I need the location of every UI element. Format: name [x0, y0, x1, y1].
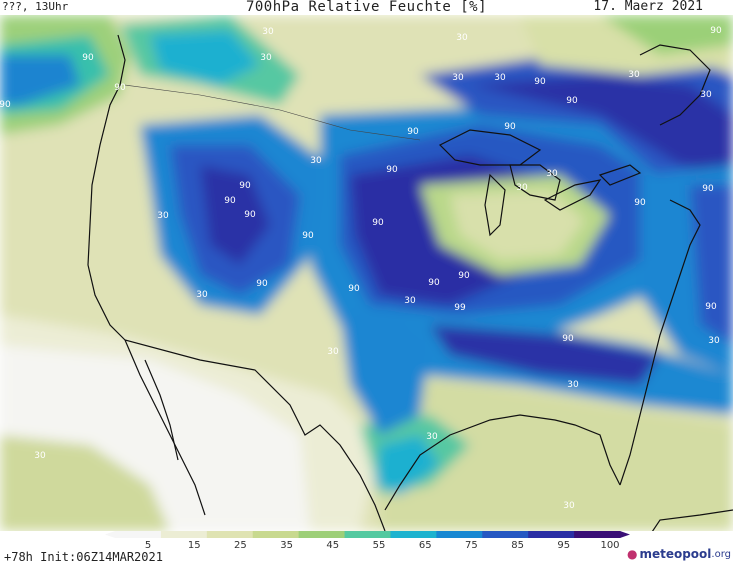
contour-label: 30 [456, 33, 468, 43]
contour-label: 90 [256, 279, 268, 289]
contour-label: 90 [0, 100, 11, 110]
colorbar-swatch [160, 531, 208, 538]
colorbar-legend: 5 15 25 35 45 55 65 75 85 95 100 [105, 531, 630, 551]
logo-mark-icon: ● [626, 547, 638, 561]
contour-label: 30 [310, 156, 322, 166]
contour-label: 90 [710, 26, 722, 36]
contour-label: 90 [302, 231, 314, 241]
header-bar: ???, 13Uhr 700hPa Relative Feuchte [%] 1… [0, 0, 733, 16]
colorbar-swatch [482, 531, 529, 538]
contour-label: 90 [504, 122, 516, 132]
contour-label: 30 [494, 73, 506, 83]
logo-word-2: pool [682, 547, 712, 561]
colorbar-swatch [574, 531, 621, 538]
contour-label: 90 [534, 77, 546, 87]
logo-word: meteo [639, 547, 683, 561]
contour-label: 30 [260, 53, 272, 63]
colorbar-swatch [298, 531, 346, 538]
colorbar-tick-label: 25 [234, 540, 247, 551]
contour-label: 90 [705, 302, 717, 312]
humidity-map: 90 90 90 90 90 90 90 90 90 90 90 90 90 90 90 90 90 90 90 90… [0, 15, 733, 531]
colorbar-swatch [252, 531, 300, 538]
colorbar-tick-label: 75 [465, 540, 478, 551]
colorbar-swatch [344, 531, 391, 538]
contour-label: 30 [546, 169, 558, 179]
contour-label: 30 [157, 211, 169, 221]
map-title: 700hPa Relative Feuchte [%] [245, 0, 488, 15]
contour-label: 90 [458, 271, 470, 281]
contour-label: 30 [700, 90, 712, 100]
contour-label: 90 [407, 127, 419, 137]
colorbar-tick-label: 95 [557, 540, 570, 551]
contour-label: 90 [634, 198, 646, 208]
contour-label: 30 [404, 296, 416, 306]
colorbar-swatch [390, 531, 437, 538]
colorbar-tick-label: 85 [511, 540, 524, 551]
colorbar-cap-left [105, 531, 115, 538]
contour-label: 90 [566, 96, 578, 106]
colorbar-tick-label: 55 [373, 540, 386, 551]
contour-label: 90 [428, 278, 440, 288]
colorbar-swatch [115, 531, 162, 538]
contour-label: 90 [244, 210, 256, 220]
forecast-date: 17. Maerz 2021 [593, 0, 703, 14]
coastline-borders [87, 34, 733, 531]
footer-bar: 5 15 25 35 45 55 65 75 85 95 100 +78h Init:06Z14MA… [0, 531, 733, 566]
colorbar-cap-right [620, 531, 630, 538]
contour-label: 90 [82, 53, 94, 63]
contour-label: 30 [262, 27, 274, 37]
contour-label: 30 [563, 501, 575, 511]
colorbar-swatch [206, 531, 254, 538]
contour-labels: 90 90 90 90 90 90 90 90 90 90 90 90 90 90 90 90 90 90 90 90… [0, 26, 722, 511]
run-init-label: +78h Init:06Z14MAR2021 [4, 550, 163, 564]
contour-label: 90 [562, 334, 574, 344]
contour-label: 99 [454, 303, 466, 313]
humidity-field [0, 15, 733, 531]
contour-label: 90 [702, 184, 714, 194]
contour-label: 90 [114, 83, 126, 93]
contour-label: 90 [348, 284, 360, 294]
colorbar-tick-label: 15 [188, 540, 201, 551]
meteopool-logo[interactable]: ● meteo pool .org [627, 545, 731, 563]
contour-label: 30 [708, 336, 720, 346]
contour-label: 30 [628, 70, 640, 80]
colorbar-tick-label: 5 [145, 540, 151, 551]
colorbar-swatch [436, 531, 483, 538]
contour-label: 30 [426, 432, 438, 442]
logo-tld: .org [711, 548, 731, 560]
contour-label: 30 [567, 380, 579, 390]
contour-label: 30 [196, 290, 208, 300]
colorbar-tick-label: 35 [280, 540, 293, 551]
colorbar-tick-label: 100 [600, 540, 619, 551]
contour-label: 90 [239, 181, 251, 191]
contour-label: 30 [452, 73, 464, 83]
colorbar-tick-label: 45 [326, 540, 339, 551]
colorbar-tick-label: 65 [419, 540, 432, 551]
header-left-label: ???, 13Uhr [2, 0, 69, 13]
contour-label: 90 [386, 165, 398, 175]
contour-label: 30 [516, 183, 528, 193]
contour-label: 90 [224, 196, 236, 206]
contour-label: 30 [327, 347, 339, 357]
contour-label: 90 [372, 218, 384, 228]
colorbar-swatch [528, 531, 575, 538]
contour-label: 30 [34, 451, 46, 461]
